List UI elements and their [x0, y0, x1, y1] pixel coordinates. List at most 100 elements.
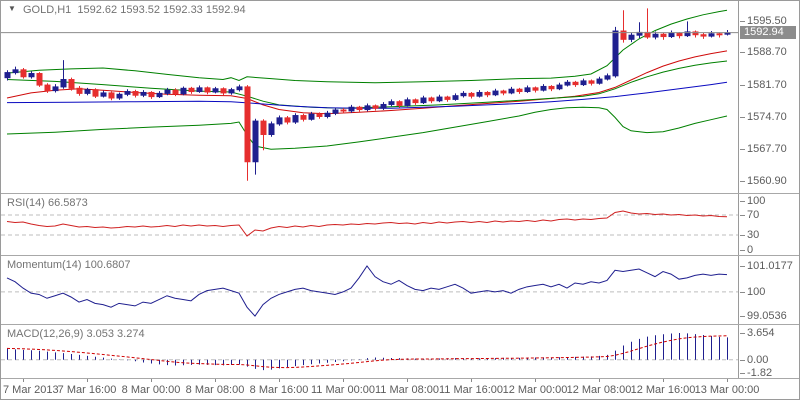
- candle-body: [708, 33, 715, 37]
- candle-body: [20, 69, 27, 78]
- axis-tick-label: 101.0177: [740, 260, 793, 272]
- time-tick-label: 13 Mar 00:00: [694, 384, 760, 396]
- axis-tick-label: 1560.90: [740, 174, 787, 187]
- bollinger-upper: [6, 9, 728, 84]
- time-tick: [599, 379, 600, 382]
- candle-body: [276, 117, 283, 125]
- time-tick: [407, 379, 408, 382]
- rsi-chart[interactable]: [1, 194, 738, 256]
- candle-body: [476, 91, 483, 97]
- candle-body: [396, 101, 403, 106]
- candle-body: [460, 92, 467, 97]
- time-tick: [663, 379, 664, 382]
- axis-tick-label: 1567.70: [740, 143, 787, 156]
- candle-body: [324, 112, 331, 117]
- time-tick-label: 12 Mar 16:00: [630, 384, 696, 396]
- rsi-title: RSI(14) 66.5873: [7, 197, 88, 209]
- symbol-dropdown-icon[interactable]: ▼: [8, 4, 16, 13]
- candle-body: [588, 80, 595, 84]
- candle-body: [220, 88, 227, 94]
- candle-body: [148, 91, 155, 98]
- axis-tick-label: 0.00: [739, 353, 769, 366]
- rsi-line: [6, 210, 728, 237]
- time-tick-label: 8 Mar 00:00: [121, 384, 181, 396]
- candle-body: [580, 80, 587, 86]
- axis-tick-label: 1595.50: [740, 14, 787, 27]
- candle-body: [156, 92, 163, 98]
- candle-body: [84, 89, 91, 94]
- candle-body: [692, 31, 699, 36]
- candle-body: [300, 115, 307, 120]
- rsi-axis[interactable]: 100 70 30 0: [738, 194, 799, 256]
- macd-signal-line: [6, 335, 728, 369]
- macd-panel: MACD(12,26,9) 3.053 3.274 3.654 0.00 -1.82: [1, 324, 799, 379]
- candle-body: [124, 91, 131, 95]
- candle-body: [596, 78, 603, 84]
- candle-body: [28, 73, 35, 78]
- candle-body: [332, 109, 339, 114]
- time-tick-label: 12 Mar 08:00: [566, 384, 632, 396]
- candle-body: [524, 87, 531, 93]
- candle-body: [140, 91, 147, 96]
- candle-body: [252, 120, 259, 163]
- candle-body: [572, 81, 579, 86]
- candle-body: [188, 87, 195, 93]
- momentum-axis[interactable]: 101.0177 100 99.0536: [738, 256, 799, 324]
- time-tick: [279, 379, 280, 382]
- candle-body: [268, 123, 275, 135]
- candle-body: [404, 99, 411, 106]
- candle-body: [620, 30, 627, 40]
- macd-chart[interactable]: [1, 325, 738, 379]
- candle-body: [436, 96, 443, 102]
- candle-body: [100, 92, 107, 97]
- candle-body: [604, 75, 611, 80]
- candle-body: [260, 120, 267, 135]
- time-tick: [727, 379, 728, 382]
- candlestick-chart[interactable]: [1, 1, 738, 193]
- candle-body: [180, 87, 187, 95]
- candle-body: [548, 85, 555, 90]
- candle-body: [356, 106, 363, 111]
- candle-body: [500, 90, 507, 94]
- axis-tick-label: 70: [739, 209, 760, 221]
- candle-body: [60, 79, 67, 88]
- candle-body: [452, 95, 459, 100]
- candle-body: [516, 88, 523, 93]
- candle-body: [308, 113, 315, 120]
- candle-body: [204, 87, 211, 93]
- time-tick-label: 8 Mar 08:00: [185, 384, 245, 396]
- candle-body: [236, 86, 243, 91]
- candle-body: [676, 32, 683, 37]
- candle-body: [316, 113, 323, 117]
- momentum-chart[interactable]: [1, 256, 738, 325]
- candle-body: [76, 87, 83, 94]
- time-axis[interactable]: 7 Mar 2013 7 Mar 16:00 8 Mar 00:00 8 Mar 08…: [1, 378, 799, 399]
- axis-tick-label: 1588.70: [740, 46, 787, 59]
- candle-body: [348, 106, 355, 112]
- candle-body: [164, 89, 171, 94]
- axis-tick-label: -1.82: [739, 367, 773, 379]
- candle-body: [380, 103, 387, 109]
- candle-body: [412, 99, 419, 104]
- momentum-title: Momentum(14) 100.6807: [7, 259, 131, 271]
- candle-body: [212, 88, 219, 93]
- axis-tick-label: 30: [739, 229, 760, 241]
- candle-body: [52, 86, 59, 92]
- time-tick-label: 12 Mar 00:00: [502, 384, 568, 396]
- price-axis[interactable]: 1592.94 1595.50 1588.70 1581.70 1574.70 1567…: [738, 1, 799, 193]
- candle-body: [116, 93, 123, 99]
- macd-axis[interactable]: 3.654 0.00 -1.82: [738, 325, 799, 379]
- candle-body: [652, 33, 659, 38]
- candle-body: [468, 92, 475, 97]
- candle-body: [564, 81, 571, 86]
- main-chart-panel: ▼ GOLD,H1 1592.62 1593.52 1592.33 1592.9…: [1, 1, 799, 193]
- candle-body: [44, 84, 51, 92]
- ma-slow-blue: [6, 81, 728, 109]
- candle-body: [508, 88, 515, 94]
- candle-body: [444, 96, 451, 100]
- candle-body: [4, 72, 11, 79]
- axis-tick-label: 1581.70: [740, 78, 787, 91]
- bollinger-lower: [6, 106, 728, 150]
- chart-title-ohlc: GOLD,H1 1592.62 1593.52 1592.33 1592.94: [23, 4, 246, 16]
